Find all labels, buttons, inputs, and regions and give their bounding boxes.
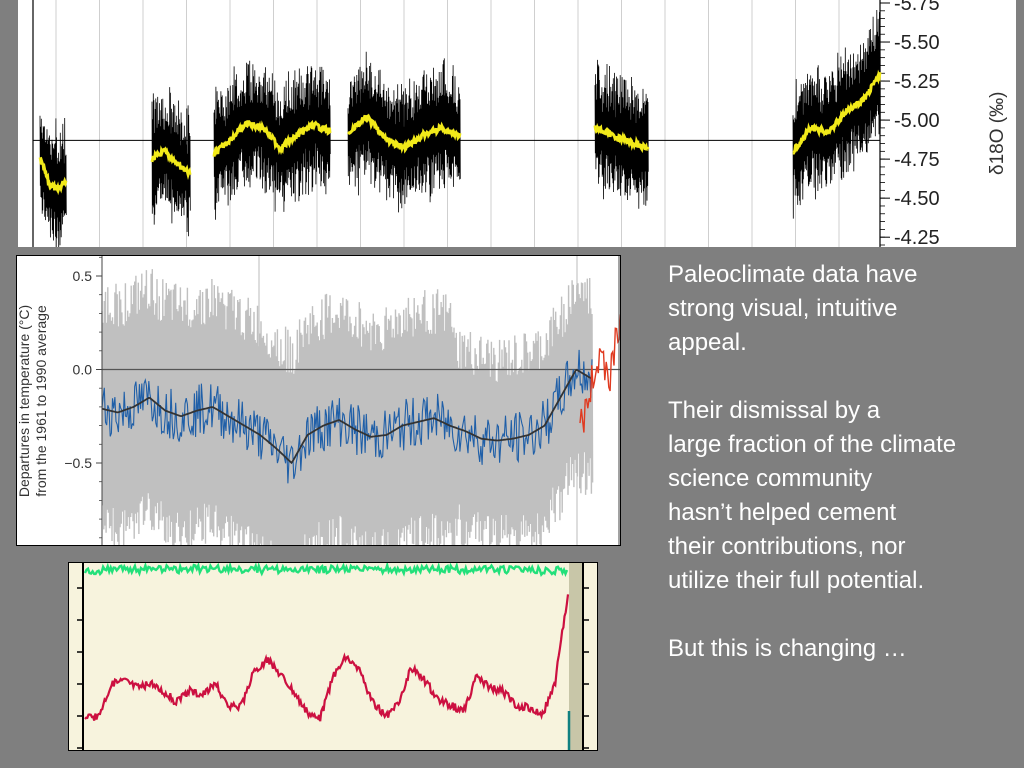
dual-right-shade	[569, 563, 583, 750]
temp-uncertainty-band	[101, 269, 594, 545]
d18o-raw-series	[594, 59, 649, 209]
green-series	[83, 563, 569, 578]
d18o-raw-series	[792, 3, 881, 219]
dual-series-chart-panel	[68, 562, 598, 751]
d18o-y-tick-label: -5.25	[894, 71, 940, 93]
d18o-smoothed-series	[150, 145, 192, 181]
d18o-y-tick-label: -4.75	[894, 149, 940, 171]
temp-reconstruction-series	[101, 349, 593, 484]
d18o-y-tick-label: -4.50	[894, 188, 940, 210]
d18o-smoothed-series	[212, 119, 332, 157]
temperature-chart-panel: 0.5 0.0 −0.5 Departures in temperature (°C)…	[16, 255, 621, 546]
slide-text: Paleoclimate data have strong visual, in…	[668, 258, 1018, 700]
temp-smoothed-series	[101, 368, 593, 465]
d18o-axis-label: δ18O (‰)	[987, 92, 1008, 175]
red-series	[84, 594, 570, 722]
d18o-smoothed-series	[347, 113, 462, 154]
paragraph-3: But this is changing …	[668, 635, 907, 662]
d18o-y-tick-label: -4.25	[894, 227, 940, 247]
temp-axis-label: from the 1961 to 1990 average	[33, 305, 49, 497]
dual-series-chart	[77, 563, 589, 750]
d18o-y-tick-label: -5.50	[894, 32, 940, 54]
paragraph-1: Paleoclimate data have strong visual, in…	[668, 261, 918, 356]
d18o-chart-panel: -5.75 -5.50 -5.25 -5.00 -4.75 -4.50 -4.25 δ18O …	[18, 0, 1016, 247]
temp-y-tick-label: 0.5	[73, 268, 93, 284]
temp-axis-label: Departures in temperature (°C)	[17, 305, 32, 497]
d18o-y-tick-label: -5.75	[894, 0, 940, 15]
paragraph-2: Their dismissal by a large fraction of t…	[668, 397, 957, 594]
d18o-smoothed-series	[38, 156, 68, 196]
d18o-raw-series	[39, 115, 67, 247]
d18o-chart: -5.75 -5.50 -5.25 -5.00 -4.75 -4.50 -4.25 δ18O …	[32, 0, 1008, 247]
temp-y-tick-label: −0.5	[64, 455, 92, 471]
temperature-chart: 0.5 0.0 −0.5 Departures in temperature (°C)…	[17, 256, 620, 545]
d18o-raw-series	[213, 60, 331, 220]
d18o-smoothed-series	[593, 122, 650, 154]
temp-instrumental-series	[579, 313, 620, 433]
d18o-smoothed-series	[792, 69, 882, 155]
d18o-y-tick-label: -5.00	[894, 110, 940, 132]
temp-y-tick-label: 0.0	[73, 362, 93, 378]
